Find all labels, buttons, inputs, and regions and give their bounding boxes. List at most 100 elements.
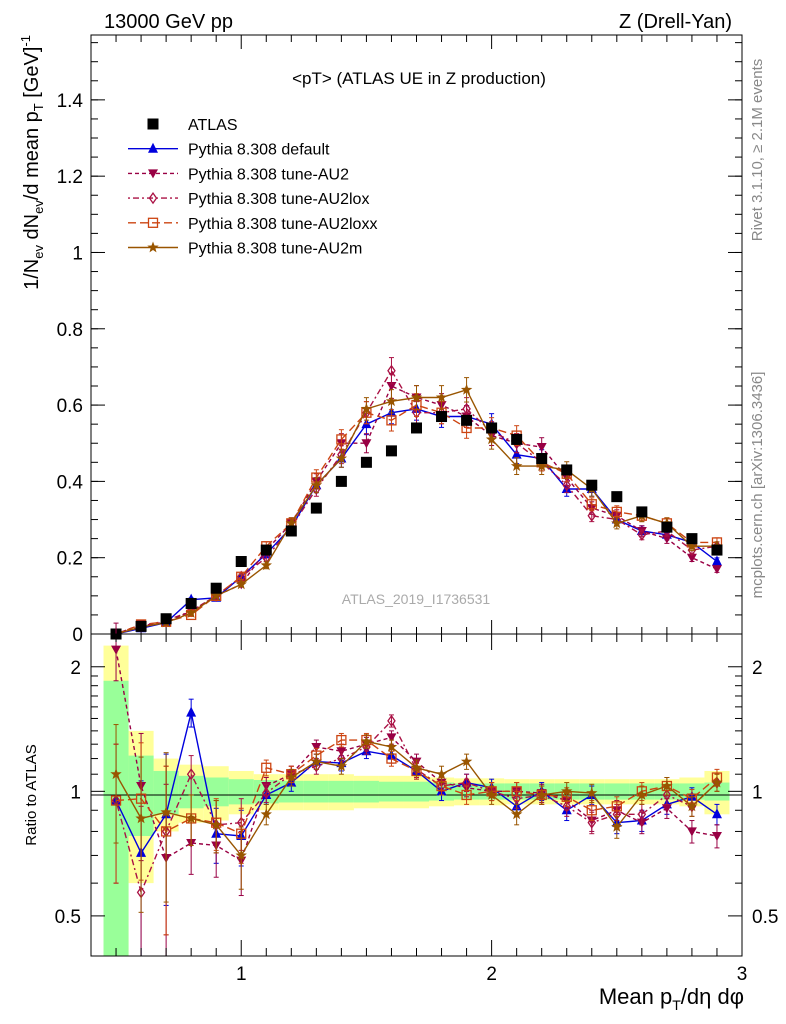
legend-marker <box>148 142 158 153</box>
data-point <box>336 434 347 445</box>
data-point <box>186 706 197 717</box>
plot-title: <pT> (ATLAS UE in Z production) <box>292 69 546 88</box>
uncertainty-band-green <box>303 780 329 803</box>
data-point <box>285 771 297 783</box>
data-point <box>661 804 672 814</box>
data-point <box>310 479 323 491</box>
data-point <box>411 422 422 434</box>
legend-label: ATLAS <box>188 117 238 134</box>
data-point <box>185 597 197 609</box>
y-tick-label: 0.8 <box>57 320 83 341</box>
data-point <box>536 460 548 471</box>
data-point <box>686 533 698 545</box>
data-point <box>611 517 623 529</box>
uncertainty-band-green <box>328 780 354 803</box>
data-point <box>335 475 347 487</box>
data-point <box>135 620 147 632</box>
data-point <box>360 456 372 468</box>
data-point <box>485 789 498 800</box>
data-point <box>285 517 297 529</box>
data-point <box>335 452 348 464</box>
ratio-series-pythia-8-308-tune-au2m <box>110 724 723 913</box>
ratio-y-tick-label-right: 1 <box>752 782 763 803</box>
data-point <box>336 734 347 746</box>
data-point <box>387 714 396 728</box>
data-point <box>536 452 548 464</box>
ratio-series-group <box>110 622 723 957</box>
uncertainty-band-green <box>403 781 430 802</box>
data-point <box>462 402 471 416</box>
ratio-axis-ticks: 0.5 0.5 1 1 2 2 1 2 3 <box>55 634 778 985</box>
x-tick-label: 3 <box>737 964 748 985</box>
data-point <box>686 827 697 837</box>
data-point <box>335 760 348 772</box>
data-point <box>385 445 397 457</box>
data-point <box>711 808 722 819</box>
y-tick-label: 1 <box>72 243 83 264</box>
data-point <box>361 439 372 449</box>
data-point <box>586 805 597 816</box>
legend-marker <box>148 191 158 205</box>
main-series-group <box>110 357 723 641</box>
y-tick-label: 1.4 <box>57 91 84 112</box>
x-tick-label: 2 <box>486 964 497 985</box>
uncertainty-band-green <box>353 780 379 803</box>
data-point <box>460 755 473 767</box>
legend-label: Pythia 8.308 tune-AU2lox <box>188 191 369 208</box>
header-energy: 13000 GeV pp <box>104 11 233 33</box>
ratio-panel: 0.5 0.5 1 1 2 2 1 2 3 <box>55 622 778 985</box>
legend-label: Pythia 8.308 tune-AU2 <box>188 166 349 183</box>
data-point <box>185 812 197 824</box>
data-point <box>586 499 597 510</box>
data-point <box>385 395 398 407</box>
data-point <box>260 808 272 820</box>
data-point <box>160 806 172 818</box>
data-point <box>260 559 272 571</box>
data-point <box>461 789 472 801</box>
data-point <box>611 801 622 812</box>
data-point <box>235 849 247 861</box>
y-tick-label: 1.2 <box>57 167 83 188</box>
ratio-series-pythia-8-308-default <box>111 698 722 957</box>
data-point <box>185 607 197 618</box>
data-point <box>435 768 448 780</box>
y-tick-label: 0.6 <box>57 396 83 417</box>
data-point <box>661 521 673 533</box>
data-point <box>235 578 247 590</box>
data-point <box>461 414 473 426</box>
data-point <box>661 534 672 544</box>
legend-marker <box>148 169 158 179</box>
ratio-y-tick-label: 0.5 <box>55 907 81 928</box>
data-point <box>510 460 523 471</box>
data-point <box>512 792 521 805</box>
data-point <box>711 565 722 575</box>
legend-marker <box>147 241 159 253</box>
data-point <box>360 402 373 414</box>
data-point <box>261 762 272 773</box>
data-point <box>412 406 421 419</box>
data-point <box>435 391 448 403</box>
data-point <box>686 800 698 812</box>
main-series-atlas <box>110 411 723 640</box>
data-point <box>562 800 572 813</box>
legend-label: Pythia 8.308 tune-AU2loxx <box>188 216 377 233</box>
legend-item-pythia-8-308-tune-au2m: Pythia 8.308 tune-AU2m <box>128 241 362 258</box>
y-tick-label: 0 <box>72 625 83 646</box>
legend-marker <box>147 217 159 228</box>
legend-label: Pythia 8.308 tune-AU2m <box>188 241 362 258</box>
data-point <box>135 812 147 824</box>
y-tick-label: 0.2 <box>57 549 83 570</box>
data-point <box>510 808 523 820</box>
data-point <box>311 742 322 752</box>
legend-item-atlas: ATLAS <box>147 117 238 134</box>
data-point <box>360 735 373 747</box>
ratio-y-tick-label-right: 2 <box>752 658 763 679</box>
rivet-label: Rivet 3.1.10, ≥ 2.1M events <box>749 59 766 242</box>
ratio-series-pythia-8-308-tune-au2lox <box>111 714 722 957</box>
data-point <box>386 415 397 426</box>
data-point <box>637 528 647 541</box>
legend-label: Pythia 8.308 default <box>188 142 330 159</box>
data-point <box>711 776 723 788</box>
data-point <box>210 589 222 601</box>
